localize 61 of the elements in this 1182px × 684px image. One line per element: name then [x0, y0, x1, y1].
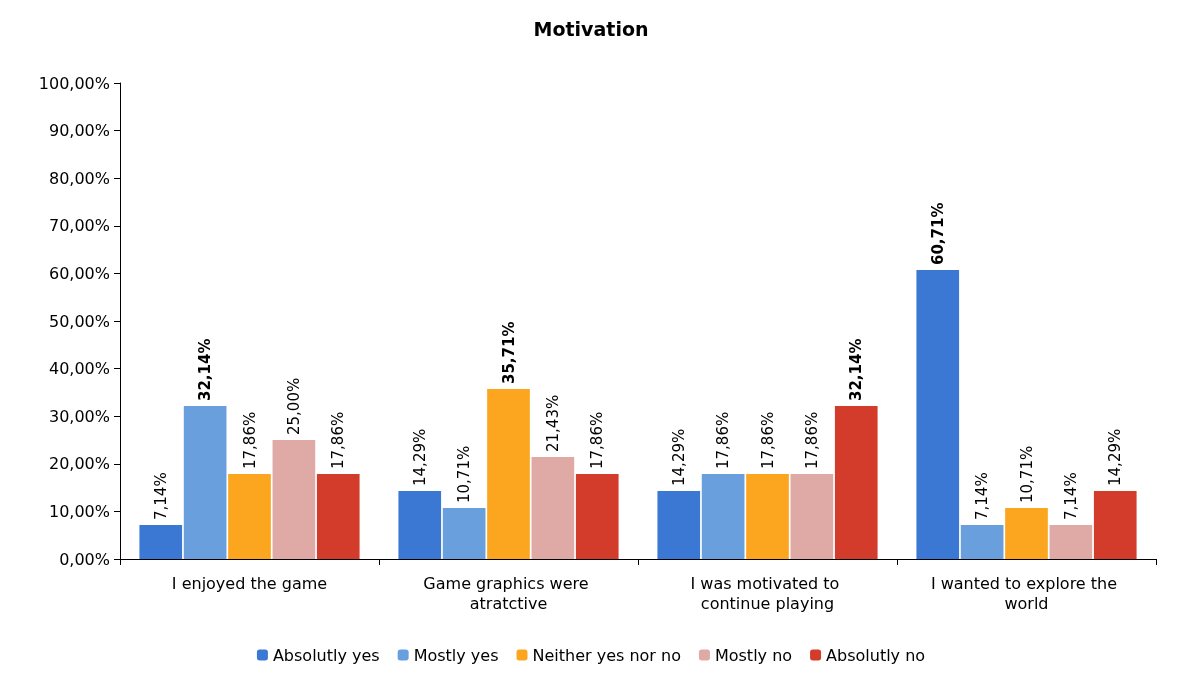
y-tick-label: 30,00%: [48, 406, 110, 426]
y-tick-label: 0,00%: [59, 549, 110, 569]
bar: [960, 525, 1004, 559]
data-label: 7,14%: [151, 472, 170, 521]
bar: [1093, 490, 1137, 559]
data-label: 14,29%: [1106, 428, 1125, 486]
data-label: 7,14%: [1061, 472, 1080, 521]
chart-title: Motivation: [533, 17, 649, 40]
bar: [228, 473, 271, 559]
y-tick-label: 40,00%: [48, 359, 110, 379]
y-tick-label: 80,00%: [48, 168, 110, 188]
bar: [316, 473, 360, 559]
bar: [657, 490, 701, 559]
legend-label: Mostly no: [714, 645, 793, 665]
bar: [531, 456, 575, 559]
x-tick-label: I was motivated to continue playing: [690, 573, 845, 613]
bar: [272, 440, 316, 559]
bar: [834, 406, 878, 559]
data-label: 17,86%: [802, 411, 821, 469]
x-tick-label: Game graphics were atratctive: [423, 573, 594, 613]
x-tick-label: I wanted to explore the world: [930, 573, 1123, 613]
bar: [1049, 525, 1093, 559]
bar: [746, 473, 789, 559]
data-label: 35,71%: [499, 321, 518, 385]
data-label: 14,29%: [410, 428, 429, 486]
data-label: 32,14%: [847, 338, 866, 402]
data-label: 32,14%: [196, 338, 215, 402]
bar: [916, 270, 960, 559]
bar: [398, 490, 442, 559]
data-label: 17,86%: [329, 411, 348, 469]
data-label: 17,86%: [240, 411, 259, 469]
data-label: 10,71%: [455, 445, 474, 504]
y-tick-label: 20,00%: [48, 454, 110, 474]
data-label: 17,86%: [758, 411, 777, 469]
bar: [701, 473, 745, 559]
legend-label: Absolutly no: [826, 645, 926, 665]
bar: [139, 525, 183, 559]
y-tick-label: 100,00%: [38, 73, 110, 93]
bar: [183, 406, 227, 559]
bar: [1005, 508, 1048, 559]
y-tick-label: 10,00%: [48, 501, 110, 521]
legend-label: Neither yes nor no: [532, 645, 681, 665]
y-tick-label: 90,00%: [48, 121, 110, 141]
bar: [487, 389, 530, 559]
data-label: 21,43%: [543, 394, 562, 452]
bar: [790, 473, 834, 559]
data-label: 10,71%: [1017, 445, 1036, 504]
legend-label: Absolutly yes: [272, 645, 380, 665]
y-tick-label: 50,00%: [48, 311, 110, 331]
bar: [575, 473, 619, 559]
data-label: 7,14%: [973, 472, 992, 521]
data-label: 14,29%: [669, 428, 688, 486]
bar: [442, 508, 486, 559]
data-label: 17,86%: [588, 411, 607, 469]
data-label: 25,00%: [284, 377, 303, 435]
legend-label: Mostly yes: [413, 645, 499, 665]
data-label: 60,71%: [928, 202, 947, 266]
data-label: 17,86%: [714, 411, 733, 469]
y-tick-label: 60,00%: [48, 263, 110, 283]
y-tick-label: 70,00%: [48, 216, 110, 236]
x-tick-label: I enjoyed the game: [171, 573, 328, 593]
